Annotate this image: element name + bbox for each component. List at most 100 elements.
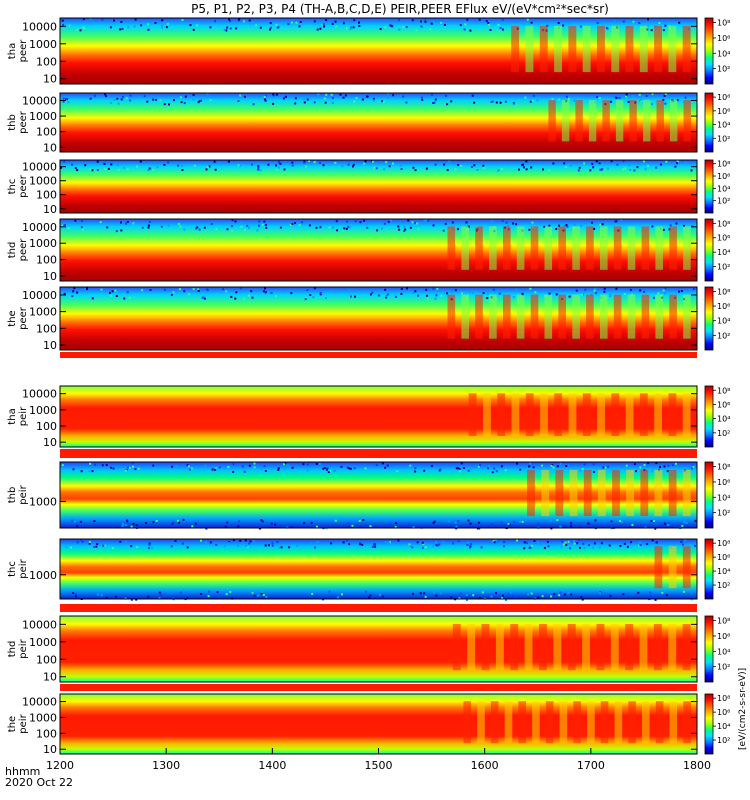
colorbar-thb-peir: [704, 461, 714, 529]
panel-frame: [59, 615, 698, 683]
activity-the-peir: [463, 701, 691, 744]
panel-label-probe: the: [7, 716, 18, 732]
panel-frame: [59, 538, 698, 600]
colorbar-tick-label: 10²: [717, 331, 730, 340]
y-tick-label: 10000: [22, 20, 57, 33]
activity-thc-peir: [654, 546, 691, 589]
panel-label-probe: the: [7, 310, 18, 326]
panel-tha-peir: 10 100 1000 10000 tha peir 10² 10⁴ 10⁶ 10⁸: [7, 385, 730, 449]
activity-the-peer: [447, 294, 691, 339]
y-tick-label: 1000: [29, 636, 57, 649]
panel-label-probe: tha: [7, 43, 18, 59]
colorbar-tick-label: 10²: [717, 736, 730, 745]
spectrogram-thd-peir: [60, 616, 697, 682]
panel-thb-peer: 10 100 1000 10000 thb peer 10² 10⁴ 10⁶ 10⁸: [7, 92, 730, 154]
panel-the-peir: 10 100 1000 10000 the peir 10² 10⁴ 10⁶ 10⁸: [7, 693, 730, 756]
activity-thb-peir: [527, 469, 691, 517]
colorbar-tick-label: 10⁶: [717, 234, 730, 243]
activity-thd-peer: [447, 226, 691, 270]
colorbar-thd-peir: [704, 615, 714, 683]
y-tick-label: 10: [43, 203, 57, 216]
colorbar-tick-label: 10⁶: [717, 400, 730, 409]
colorbar-tick-label: 10⁸: [717, 386, 730, 395]
colorbar-tick-label: 10⁸: [717, 617, 730, 626]
panel-frame: [59, 17, 698, 85]
colorbar-tick-label: 10⁴: [717, 493, 730, 502]
x-tick-label: 1400: [258, 759, 286, 772]
colorbar-tick-label: 10⁶: [717, 478, 730, 487]
colorbar-tick-label: 10⁴: [717, 121, 730, 130]
mode-strip: [60, 352, 697, 358]
spectrogram-thb-peer: [60, 93, 697, 152]
panel-label-instrument: peir: [18, 638, 29, 658]
activity-thc-peer: [511, 25, 691, 73]
panel-thc-peer: 10 100 1000 10000 tha peer 10² 10⁴ 10⁶ 10⁸: [7, 17, 730, 86]
panel-label-probe: thd: [7, 242, 18, 259]
panel-label-probe: tha: [7, 408, 18, 424]
panel-label-instrument: peer: [18, 39, 29, 63]
colorbar-tick-label: 10⁸: [717, 287, 730, 296]
y-tick-label: 1000: [29, 404, 57, 417]
y-tick-label: 100: [36, 254, 57, 267]
x-tick-label: 1600: [471, 759, 499, 772]
y-tick-label: 1000: [29, 306, 57, 319]
spectrogram-thc-peir: [60, 539, 697, 599]
colorbar-tick-label: 10²: [717, 429, 730, 438]
y-tick-label: 10000: [22, 388, 57, 401]
y-tick-label: 1000: [29, 711, 57, 724]
noise-thc-peer: [61, 18, 690, 32]
colorbar-tick-label: 10⁶: [717, 34, 730, 43]
panel-frame: [59, 461, 698, 529]
y-tick-label: 1000: [29, 110, 57, 123]
colorbar-the-peer: [704, 286, 714, 351]
panel-label-probe: thc: [7, 179, 18, 195]
y-tick-label: 100: [36, 189, 57, 202]
colorbar-tick-label: 10⁴: [717, 317, 730, 326]
noise-thc-peer2: [60, 160, 693, 172]
colorbar-tick-label: 10⁸: [717, 19, 730, 28]
colorbar-tick-label: 10⁶: [717, 172, 730, 181]
x-axis-label-time: hhmm: [5, 765, 40, 778]
x-tick-label: 1800: [683, 759, 711, 772]
colorbar-tick-label: 10²: [717, 581, 730, 590]
colorbar-tick-label: 10⁶: [717, 107, 730, 116]
colorbar-tick-label: 10⁶: [717, 553, 730, 562]
panel-label-probe: thb: [7, 114, 18, 131]
mode-strip: [60, 684, 697, 691]
x-tick-label: 1200: [46, 759, 74, 772]
panel-frame: [59, 218, 698, 282]
panel-label-instrument: peir: [18, 713, 29, 733]
colorbar-tick-label: 10⁸: [717, 219, 730, 228]
y-tick-label: 10: [43, 73, 57, 86]
colorbar-tick-label: 10⁴: [717, 49, 730, 58]
colorbar-tick-label: 10⁸: [717, 93, 730, 102]
colorbar-tick-label: 10⁸: [717, 463, 730, 472]
colorbar-tick-label: 10⁶: [717, 302, 730, 311]
panel-frame: [59, 385, 698, 448]
spectrogram-thc-peer: [60, 18, 697, 84]
chart-title: P5, P1, P2, P3, P4 (TH-A,B,C,D,E) PEIR,P…: [191, 2, 609, 16]
colorbar-tha-peir: [704, 385, 714, 448]
noise-thb-peir: [61, 462, 697, 530]
y-tick-label: 1000: [29, 175, 57, 188]
panel-label-probe: thc: [7, 561, 18, 577]
x-axis-label-date: 2020 Oct 22: [5, 776, 73, 789]
y-tick-label: 1000: [29, 569, 57, 582]
panel-frame: [59, 92, 698, 153]
noise-the-peer: [63, 287, 695, 301]
y-tick-label: 10: [43, 270, 57, 283]
colorbar-tick-label: 10²: [717, 263, 730, 272]
colorbar-tick-label: 10⁶: [717, 708, 730, 717]
mode-strip: [60, 604, 697, 612]
x-axis: 1200 1300 1400 1500 1600 1700 1800: [46, 748, 711, 772]
y-tick-label: 100: [36, 727, 57, 740]
spectrogram-thc-peer2: [60, 160, 697, 213]
colorbar-tick-label: 10⁸: [717, 694, 730, 703]
noise-thb-peer: [62, 93, 688, 106]
y-tick-label: 100: [36, 55, 57, 68]
colorbar-tick-label: 10⁸: [717, 539, 730, 548]
colorbar-tick-label: 10⁴: [717, 184, 730, 193]
y-tick-label: 10: [43, 743, 57, 756]
colorbar-thd-peer: [704, 218, 714, 282]
